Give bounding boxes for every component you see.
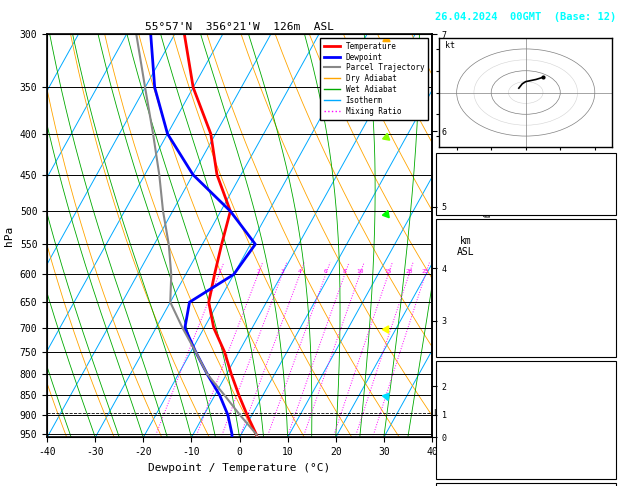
Legend: Temperature, Dewpoint, Parcel Trajectory, Dry Adiabat, Wet Adiabat, Isotherm, Mi: Temperature, Dewpoint, Parcel Trajectory… — [320, 38, 428, 120]
Text: 2: 2 — [256, 269, 260, 275]
Text: Lifted Index: Lifted Index — [443, 302, 512, 311]
Text: 290: 290 — [595, 282, 612, 292]
Text: K: K — [443, 161, 449, 170]
Text: 11: 11 — [601, 161, 612, 170]
Text: © weatheronline.co.uk: © weatheronline.co.uk — [473, 424, 578, 434]
Text: Temp (°C): Temp (°C) — [443, 243, 495, 253]
Text: 8: 8 — [343, 269, 347, 275]
Text: Pressure (mb): Pressure (mb) — [443, 385, 518, 394]
Text: 0: 0 — [606, 463, 612, 472]
Text: 42: 42 — [601, 180, 612, 190]
Text: 10: 10 — [601, 424, 612, 433]
Text: CIN (J): CIN (J) — [443, 341, 484, 349]
Text: 10: 10 — [601, 302, 612, 311]
Text: 10: 10 — [356, 269, 364, 275]
Text: 989: 989 — [595, 385, 612, 394]
X-axis label: Dewpoint / Temperature (°C): Dewpoint / Temperature (°C) — [148, 463, 331, 473]
Y-axis label: km
ASL: km ASL — [457, 236, 475, 257]
Text: Mixing Ratio (g/kg): Mixing Ratio (g/kg) — [482, 185, 491, 287]
Text: PW (cm): PW (cm) — [443, 200, 484, 209]
Text: θₑ (K): θₑ (K) — [443, 405, 477, 414]
Text: 5.6: 5.6 — [595, 243, 612, 253]
Bar — [436, 361, 616, 479]
Text: 6: 6 — [324, 269, 328, 275]
Text: 26.04.2024  00GMT  (Base: 12): 26.04.2024 00GMT (Base: 12) — [435, 12, 616, 22]
Bar — [436, 219, 616, 357]
Title: 55°57'N  356°21'W  126m  ASL: 55°57'N 356°21'W 126m ASL — [145, 22, 334, 32]
Text: 3: 3 — [281, 269, 284, 275]
Text: 0: 0 — [606, 341, 612, 349]
Text: Totals Totals: Totals Totals — [443, 180, 518, 190]
Text: 6: 6 — [606, 443, 612, 452]
Text: 20: 20 — [405, 269, 413, 275]
Text: LCL: LCL — [433, 409, 448, 417]
Text: 15: 15 — [384, 269, 392, 275]
Text: 25: 25 — [422, 269, 429, 275]
Text: 6: 6 — [606, 321, 612, 330]
Text: 290: 290 — [595, 405, 612, 414]
Text: 1: 1 — [217, 269, 221, 275]
Y-axis label: hPa: hPa — [4, 226, 14, 246]
Text: CAPE (J): CAPE (J) — [443, 321, 489, 330]
Bar — [436, 483, 616, 486]
Text: CAPE (J): CAPE (J) — [443, 443, 489, 452]
Text: 4: 4 — [298, 269, 302, 275]
Text: CIN (J): CIN (J) — [443, 463, 484, 472]
Text: -0.3: -0.3 — [589, 263, 612, 272]
Text: Lifted Index: Lifted Index — [443, 424, 512, 433]
Text: θₑ(K): θₑ(K) — [443, 282, 472, 292]
Text: Dewp (°C): Dewp (°C) — [443, 263, 495, 272]
Text: 0.85: 0.85 — [589, 200, 612, 209]
Text: Surface: Surface — [506, 225, 546, 233]
Text: Most Unstable: Most Unstable — [488, 366, 563, 375]
Bar — [436, 153, 616, 215]
